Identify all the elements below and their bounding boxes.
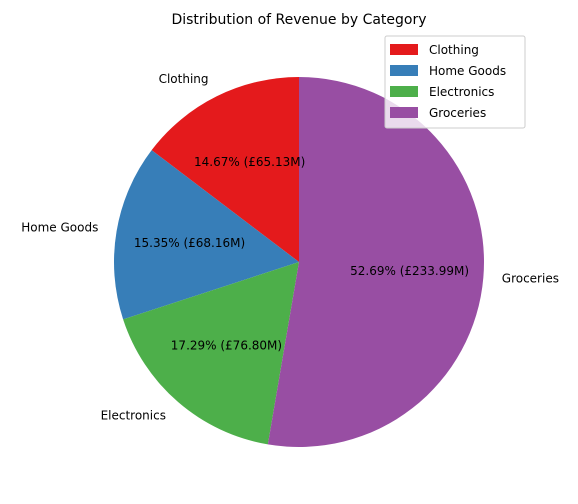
legend-swatch-electronics	[390, 86, 418, 97]
percent-label-home-goods: 15.35% (£68.16M)	[134, 236, 245, 250]
percent-label-clothing: 14.67% (£65.13M)	[194, 155, 305, 169]
chart-title: Distribution of Revenue by Category	[171, 12, 426, 28]
legend-swatch-clothing	[390, 44, 418, 55]
pie-slice-home-goods	[113, 150, 299, 320]
legend-swatch-groceries	[390, 107, 418, 118]
legend-swatch-home-goods	[390, 65, 418, 76]
legend: Clothing Home Goods Electronics Groceries	[384, 35, 526, 129]
slice-percent-labels: 14.67% (£65.13M) 15.35% (£68.16M) 17.29% (…	[134, 155, 469, 352]
category-label-groceries: Groceries	[502, 272, 559, 286]
legend-label-home-goods: Home Goods	[429, 64, 506, 78]
category-label-clothing: Clothing	[159, 72, 209, 86]
legend-label-clothing: Clothing	[429, 43, 479, 57]
pie-slice-clothing	[151, 77, 299, 262]
legend-frame	[384, 35, 526, 129]
pie-slice-electronics	[123, 262, 300, 445]
percent-label-electronics: 17.29% (£76.80M)	[171, 339, 282, 353]
legend-label-groceries: Groceries	[429, 106, 486, 120]
pie-slice-groceries	[267, 77, 485, 448]
slice-category-labels: Clothing Home Goods Electronics Groceries	[21, 72, 559, 422]
legend-label-electronics: Electronics	[429, 85, 494, 99]
percent-label-groceries: 52.69% (£233.99M)	[350, 264, 469, 278]
pie-slices	[113, 77, 485, 448]
category-label-electronics: Electronics	[101, 409, 166, 423]
category-label-home-goods: Home Goods	[21, 221, 98, 235]
